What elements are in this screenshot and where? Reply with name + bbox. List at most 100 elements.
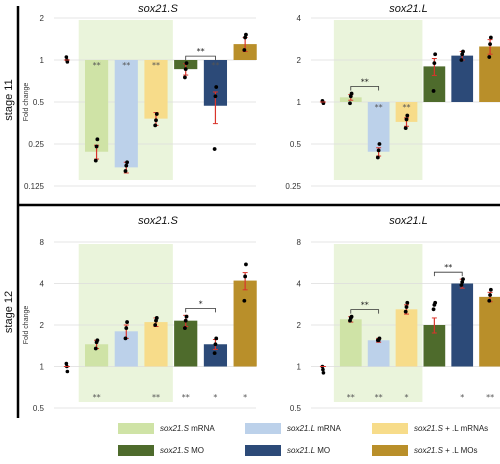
bar-0 — [84, 344, 109, 367]
y-tick-label: 0.5 — [33, 404, 45, 413]
y-tick-label: 4 — [40, 280, 45, 289]
bracket-label: ** — [361, 78, 369, 87]
bar-4 — [203, 60, 228, 106]
bracket-label: ** — [361, 301, 369, 310]
bar-2 — [395, 102, 418, 122]
control-point — [64, 55, 69, 59]
data-point — [433, 300, 438, 305]
legend-swatch — [372, 445, 408, 456]
data-point — [213, 94, 218, 99]
data-point — [244, 262, 248, 267]
legend-swatch — [245, 445, 281, 456]
data-point — [154, 316, 159, 320]
data-point — [349, 314, 354, 319]
legend-swatch — [245, 423, 281, 434]
data-point — [212, 147, 217, 151]
significance-mark: ** — [347, 393, 355, 402]
legend-label: sox21.S mRNA — [160, 424, 215, 433]
legend-item: sox21.S + .L MOs — [372, 445, 478, 456]
bar-5 — [233, 280, 257, 367]
data-point — [93, 346, 98, 351]
significance-mark: * — [460, 393, 464, 402]
y-tick-label: 2 — [40, 321, 45, 330]
legend-swatch — [118, 423, 154, 434]
bar-4 — [451, 283, 474, 367]
control-point — [65, 60, 70, 64]
chart-panel-1: 0.25 0.5 1 2 4 sox21.L ** ** ** — [285, 3, 500, 191]
y-tick-label: 0.25 — [285, 182, 301, 191]
y-tick-label: 2 — [297, 56, 302, 65]
data-point — [213, 342, 218, 347]
y-tick-label: 1 — [297, 363, 302, 372]
significance-mark: ** — [122, 61, 130, 70]
bar-5 — [233, 44, 257, 60]
control-point — [65, 369, 70, 374]
data-point — [214, 336, 219, 341]
data-point — [461, 49, 465, 54]
control-point — [321, 371, 326, 375]
data-point — [459, 58, 464, 62]
y-tick-label: 2 — [297, 321, 302, 330]
data-point — [123, 336, 128, 341]
data-point — [403, 126, 408, 131]
data-point — [183, 67, 188, 72]
significance-mark: ** — [403, 103, 411, 112]
data-point — [95, 338, 100, 343]
bar-3 — [423, 66, 446, 102]
data-point — [405, 113, 410, 118]
y-axis-label: Fold change — [23, 306, 30, 345]
bar-2 — [144, 322, 168, 367]
data-point — [154, 118, 158, 123]
data-point — [243, 274, 248, 279]
data-point — [433, 52, 438, 57]
legend-swatch — [372, 423, 408, 434]
panel-title: sox21.L — [389, 3, 428, 15]
bar-2 — [144, 60, 168, 119]
stage-12-label: stage 12 — [3, 291, 15, 333]
comparison-bracket — [185, 55, 216, 61]
data-point — [348, 101, 352, 106]
y-tick-label: 1 — [40, 363, 45, 372]
significance-mark: ** — [152, 393, 160, 402]
y-tick-label: 8 — [297, 238, 302, 247]
data-point — [244, 32, 248, 37]
bar-3 — [423, 325, 446, 367]
y-tick-label: 0.125 — [24, 182, 45, 191]
data-point — [184, 314, 189, 319]
data-point — [377, 336, 382, 341]
data-point — [242, 48, 247, 52]
comparison-bracket — [350, 86, 380, 91]
bracket-label: ** — [197, 47, 205, 56]
data-point — [124, 163, 129, 168]
data-point — [95, 137, 100, 142]
legend-label: sox21.S + .L MOs — [414, 446, 478, 455]
bar-4 — [203, 344, 228, 367]
data-point — [242, 298, 247, 303]
data-point — [460, 280, 465, 284]
bar-1 — [367, 102, 390, 152]
significance-mark: ** — [211, 61, 219, 70]
significance-mark: ** — [375, 103, 383, 112]
bar-0 — [339, 319, 362, 367]
legend-item: sox21.S mRNA — [118, 423, 215, 434]
data-point — [153, 123, 158, 128]
y-tick-label: 2 — [40, 14, 45, 23]
bracket-label: ** — [444, 263, 452, 272]
bar-0 — [84, 60, 109, 152]
legend-item: sox21.S + .L mRNAs — [372, 423, 488, 434]
legend-label: sox21.L mRNA — [287, 424, 341, 433]
significance-mark: * — [213, 393, 217, 402]
significance-mark: ** — [182, 393, 190, 402]
data-point — [153, 323, 158, 327]
bar-1 — [114, 60, 138, 168]
legend-label: sox21.S + .L mRNAs — [414, 424, 489, 433]
control-point — [321, 367, 325, 372]
data-point — [183, 318, 188, 323]
data-point — [123, 169, 128, 173]
data-point — [184, 61, 189, 66]
y-tick-label: 4 — [297, 14, 302, 23]
significance-mark: ** — [93, 61, 101, 70]
stage-11-label: stage 11 — [3, 79, 15, 120]
